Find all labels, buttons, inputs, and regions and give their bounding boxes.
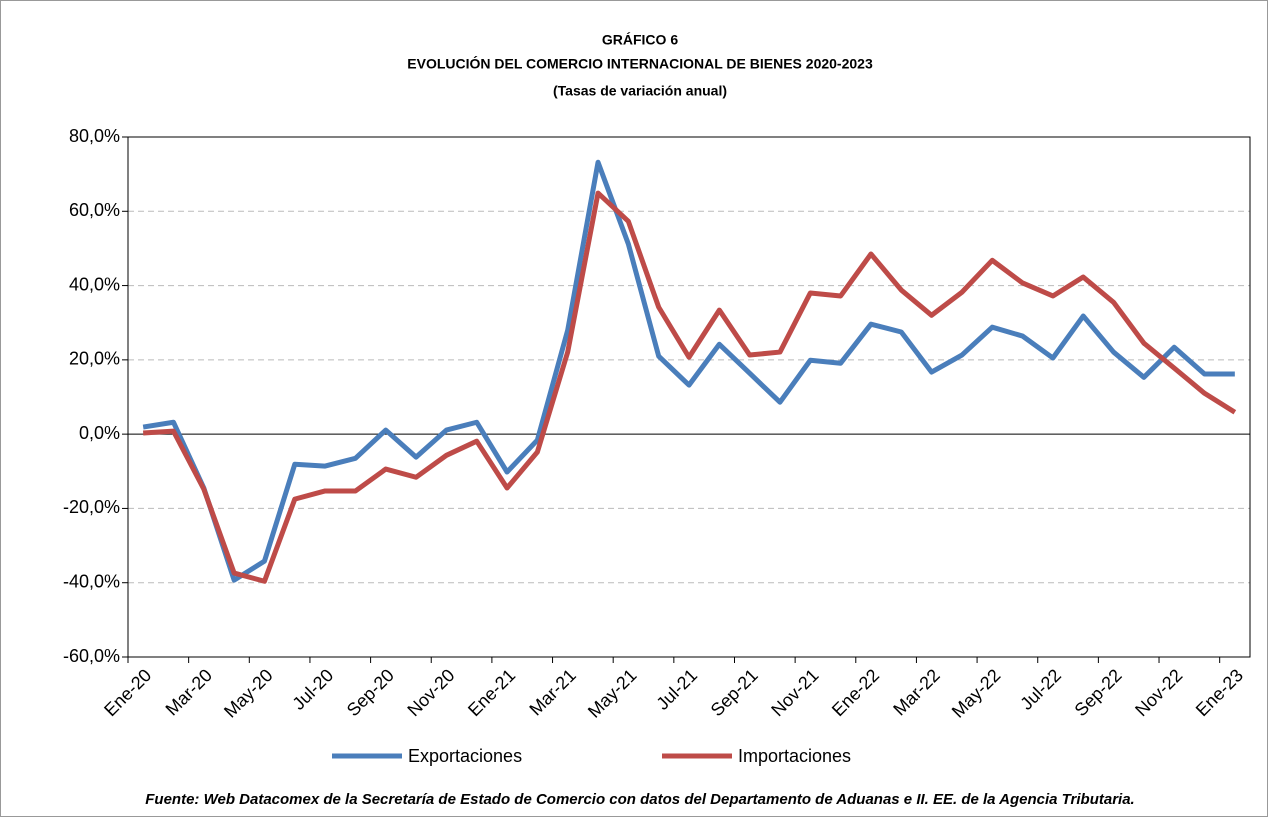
- series-line: [143, 190, 1237, 584]
- source-note: Fuente: Web Datacomex de la Secretaría d…: [145, 791, 1134, 808]
- y-tick-label: 60,0%: [69, 200, 120, 220]
- y-tick-label: 40,0%: [69, 274, 120, 294]
- chart-title: GRÁFICO 6: [602, 32, 678, 48]
- y-tick-label: 80,0%: [69, 126, 120, 146]
- legend-label: Exportaciones: [408, 746, 522, 766]
- y-tick-label: -60,0%: [63, 646, 120, 666]
- plot-border: [127, 136, 1251, 658]
- y-tick-label: -40,0%: [63, 571, 120, 591]
- y-tick-label: 20,0%: [69, 349, 120, 369]
- chart-subtitle: EVOLUCIÓN DEL COMERCIO INTERNACIONAL DE …: [407, 55, 873, 72]
- y-tick-label: -20,0%: [63, 497, 120, 517]
- legend-label: Importaciones: [738, 746, 851, 766]
- series-line: [142, 159, 1235, 583]
- y-tick-label: 0,0%: [79, 423, 120, 443]
- chart-subtitle: (Tasas de variación anual): [553, 83, 727, 99]
